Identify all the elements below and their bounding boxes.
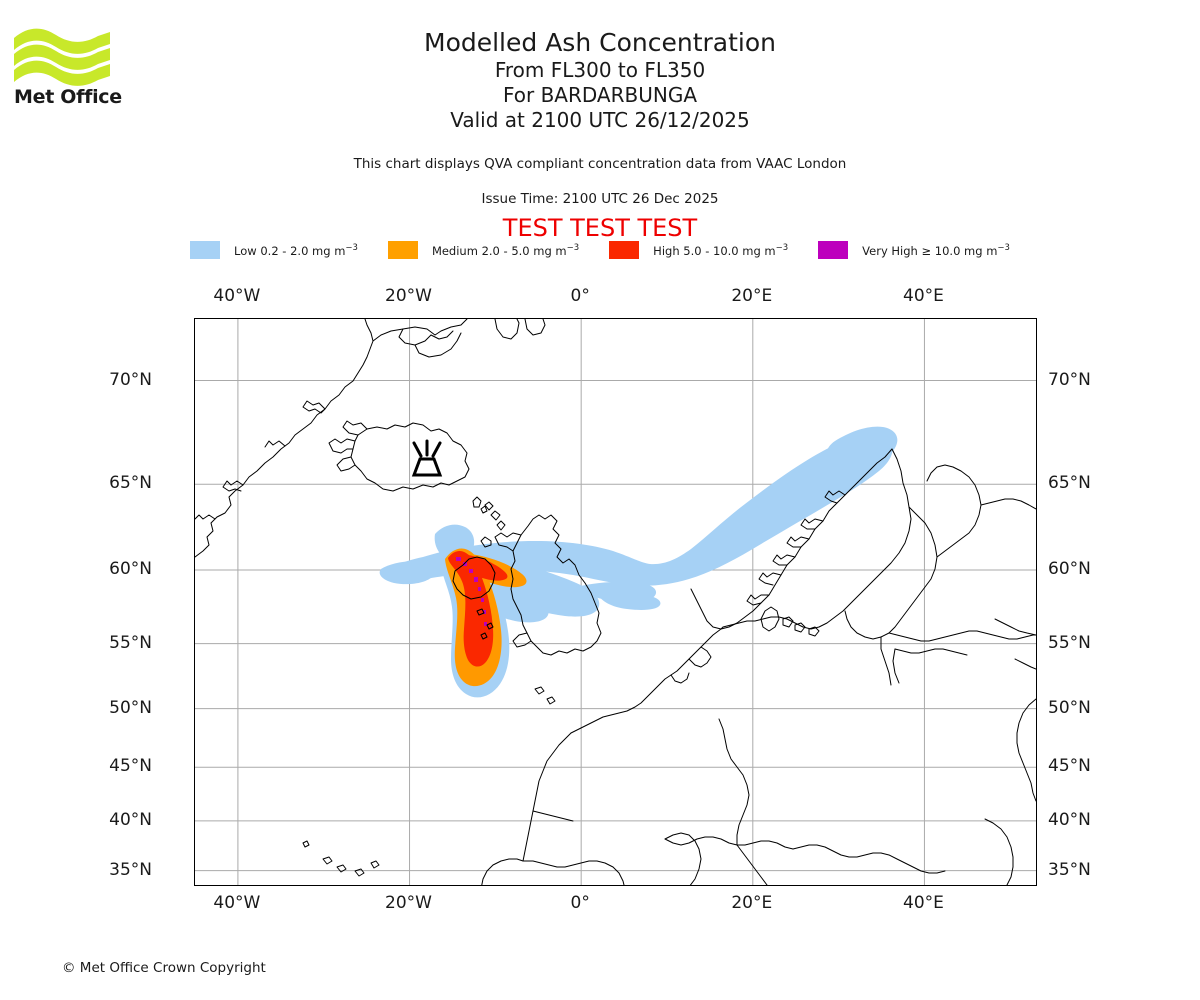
lat-tick-label-left: 50°N [109,697,152,718]
title-flight-levels: From FL300 to FL350 [494,58,706,82]
legend-swatch-high [609,241,640,259]
volcano-symbol-icon [411,439,443,477]
qva-note: This chart displays QVA compliant concen… [353,156,847,172]
lon-tick-label-bottom: 20°W [385,893,433,913]
chart-title-block: Modelled Ash Concentration From FL300 to… [0,28,1200,133]
lon-tick-label-top: 0° [570,286,590,306]
lon-tick-label-top: 20°W [385,286,433,306]
lon-tick-label-bottom: 0° [570,893,590,913]
lon-tick-label-top: 40°E [903,286,944,306]
title-volcano: For BARDARBUNGA [502,83,698,107]
lat-tick-label-left: 40°N [109,809,152,830]
lon-tick-label-bottom: 40°W [213,893,261,913]
legend-swatch-very-high [818,241,849,259]
legend-label-medium: Medium 2.0 - 5.0 mg m−3 [431,242,580,258]
lat-tick-label-right: 55°N [1048,632,1091,653]
lat-tick-label-left: 60°N [109,558,152,579]
map-plot-frame [194,318,1037,886]
lat-tick-label-right: 60°N [1048,558,1091,579]
lat-tick-label-right: 65°N [1048,473,1091,494]
lat-tick-label-left: 70°N [109,369,152,390]
lat-tick-label-left: 65°N [109,473,152,494]
lat-tick-label-right: 50°N [1048,697,1091,718]
legend-swatch-low [190,241,221,259]
coastlines-and-borders [195,319,1036,885]
legend-item-medium: Medium 2.0 - 5.0 mg m−3 [387,241,580,259]
legend-swatch-medium [387,241,418,259]
legend-item-low: Low 0.2 - 2.0 mg m−3 [190,241,358,259]
copyright-notice: © Met Office Crown Copyright [62,960,266,976]
legend-label-very-high: Very High ≥ 10.0 mg m−3 [862,242,1010,258]
ash-region-very-high [456,557,487,626]
concentration-legend: Low 0.2 - 2.0 mg m−3 Medium 2.0 - 5.0 mg… [0,241,1200,259]
lat-tick-label-right: 45°N [1048,756,1091,777]
lon-tick-label-top: 40°W [213,286,261,306]
legend-label-high: High 5.0 - 10.0 mg m−3 [653,242,789,258]
legend-label-low: Low 0.2 - 2.0 mg m−3 [234,242,358,258]
ash-concentration-map [194,318,1037,886]
title-valid-time: Valid at 2100 UTC 26/12/2025 [450,108,750,132]
met-office-wordmark: Met Office [14,86,122,108]
lon-tick-label-bottom: 20°E [731,893,773,913]
issue-time: Issue Time: 2100 UTC 26 Dec 2025 [481,191,719,207]
legend-item-very-high: Very High ≥ 10.0 mg m−3 [818,241,1010,259]
map-canvas [195,319,1036,885]
page-title: Modelled Ash Concentration [424,28,776,57]
lon-tick-label-top: 20°E [731,286,773,306]
map-gridlines [195,319,1036,885]
legend-item-high: High 5.0 - 10.0 mg m−3 [609,241,788,259]
lat-tick-label-left: 45°N [109,756,152,777]
lat-tick-label-right: 70°N [1048,369,1091,390]
met-office-waves-logo-icon [14,28,110,86]
lat-tick-label-left: 55°N [109,632,152,653]
lat-tick-label-right: 40°N [1048,809,1091,830]
test-banner: TEST TEST TEST [502,214,698,242]
met-office-logo: Met Office [14,28,124,113]
lat-tick-label-right: 35°N [1048,859,1091,880]
lon-tick-label-bottom: 40°E [903,893,944,913]
lat-tick-label-left: 35°N [109,859,152,880]
